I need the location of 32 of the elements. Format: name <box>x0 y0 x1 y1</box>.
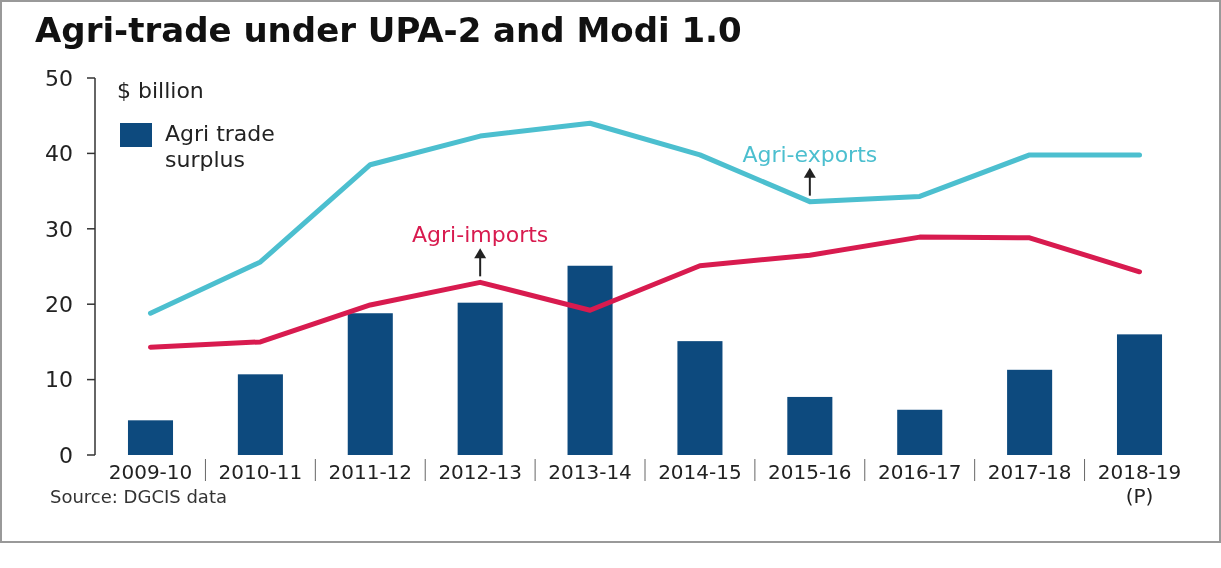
y-tick-label: 30 <box>45 216 73 242</box>
y-tick-label: 10 <box>45 367 73 393</box>
bar <box>1116 334 1163 455</box>
bar <box>237 374 283 455</box>
y-tick-label: 0 <box>59 442 73 468</box>
bar <box>677 341 723 455</box>
x-tick-label: 2013-14 <box>548 460 632 484</box>
x-tick-label: 2009-10 <box>108 460 193 484</box>
y-tick-label: 20 <box>45 291 73 317</box>
legend-label: Agri trade surplus <box>165 121 275 172</box>
y-tick-label: 40 <box>45 141 73 167</box>
chart-title: Agri-trade under UPA-2 and Modi 1.0 <box>35 10 742 50</box>
series-label: Agri-exports <box>742 141 878 167</box>
bar <box>127 420 174 455</box>
x-tick-label: 2018-19 (P) <box>1097 460 1182 508</box>
bar <box>1007 369 1053 455</box>
x-tick-label: 2011-12 <box>328 460 413 484</box>
bar <box>457 302 503 455</box>
x-tick-label: 2014-15 <box>658 460 742 484</box>
x-tick-label: 2010-11 <box>218 460 303 484</box>
source-note: Source: DGCIS data <box>50 486 227 507</box>
bar <box>567 265 613 455</box>
bar <box>897 409 943 455</box>
x-tick-label: 2017-18 <box>987 460 1072 484</box>
y-axis-title: $ billion <box>117 78 204 103</box>
x-tick-label: 2012-13 <box>438 460 522 484</box>
x-tick-label: 2015-16 <box>768 460 852 484</box>
bar <box>347 313 393 455</box>
text: Agri-imports <box>412 222 549 248</box>
bar <box>787 396 833 455</box>
x-tick-label: 2016-17 <box>877 460 962 484</box>
y-tick-label: 50 <box>45 65 73 91</box>
